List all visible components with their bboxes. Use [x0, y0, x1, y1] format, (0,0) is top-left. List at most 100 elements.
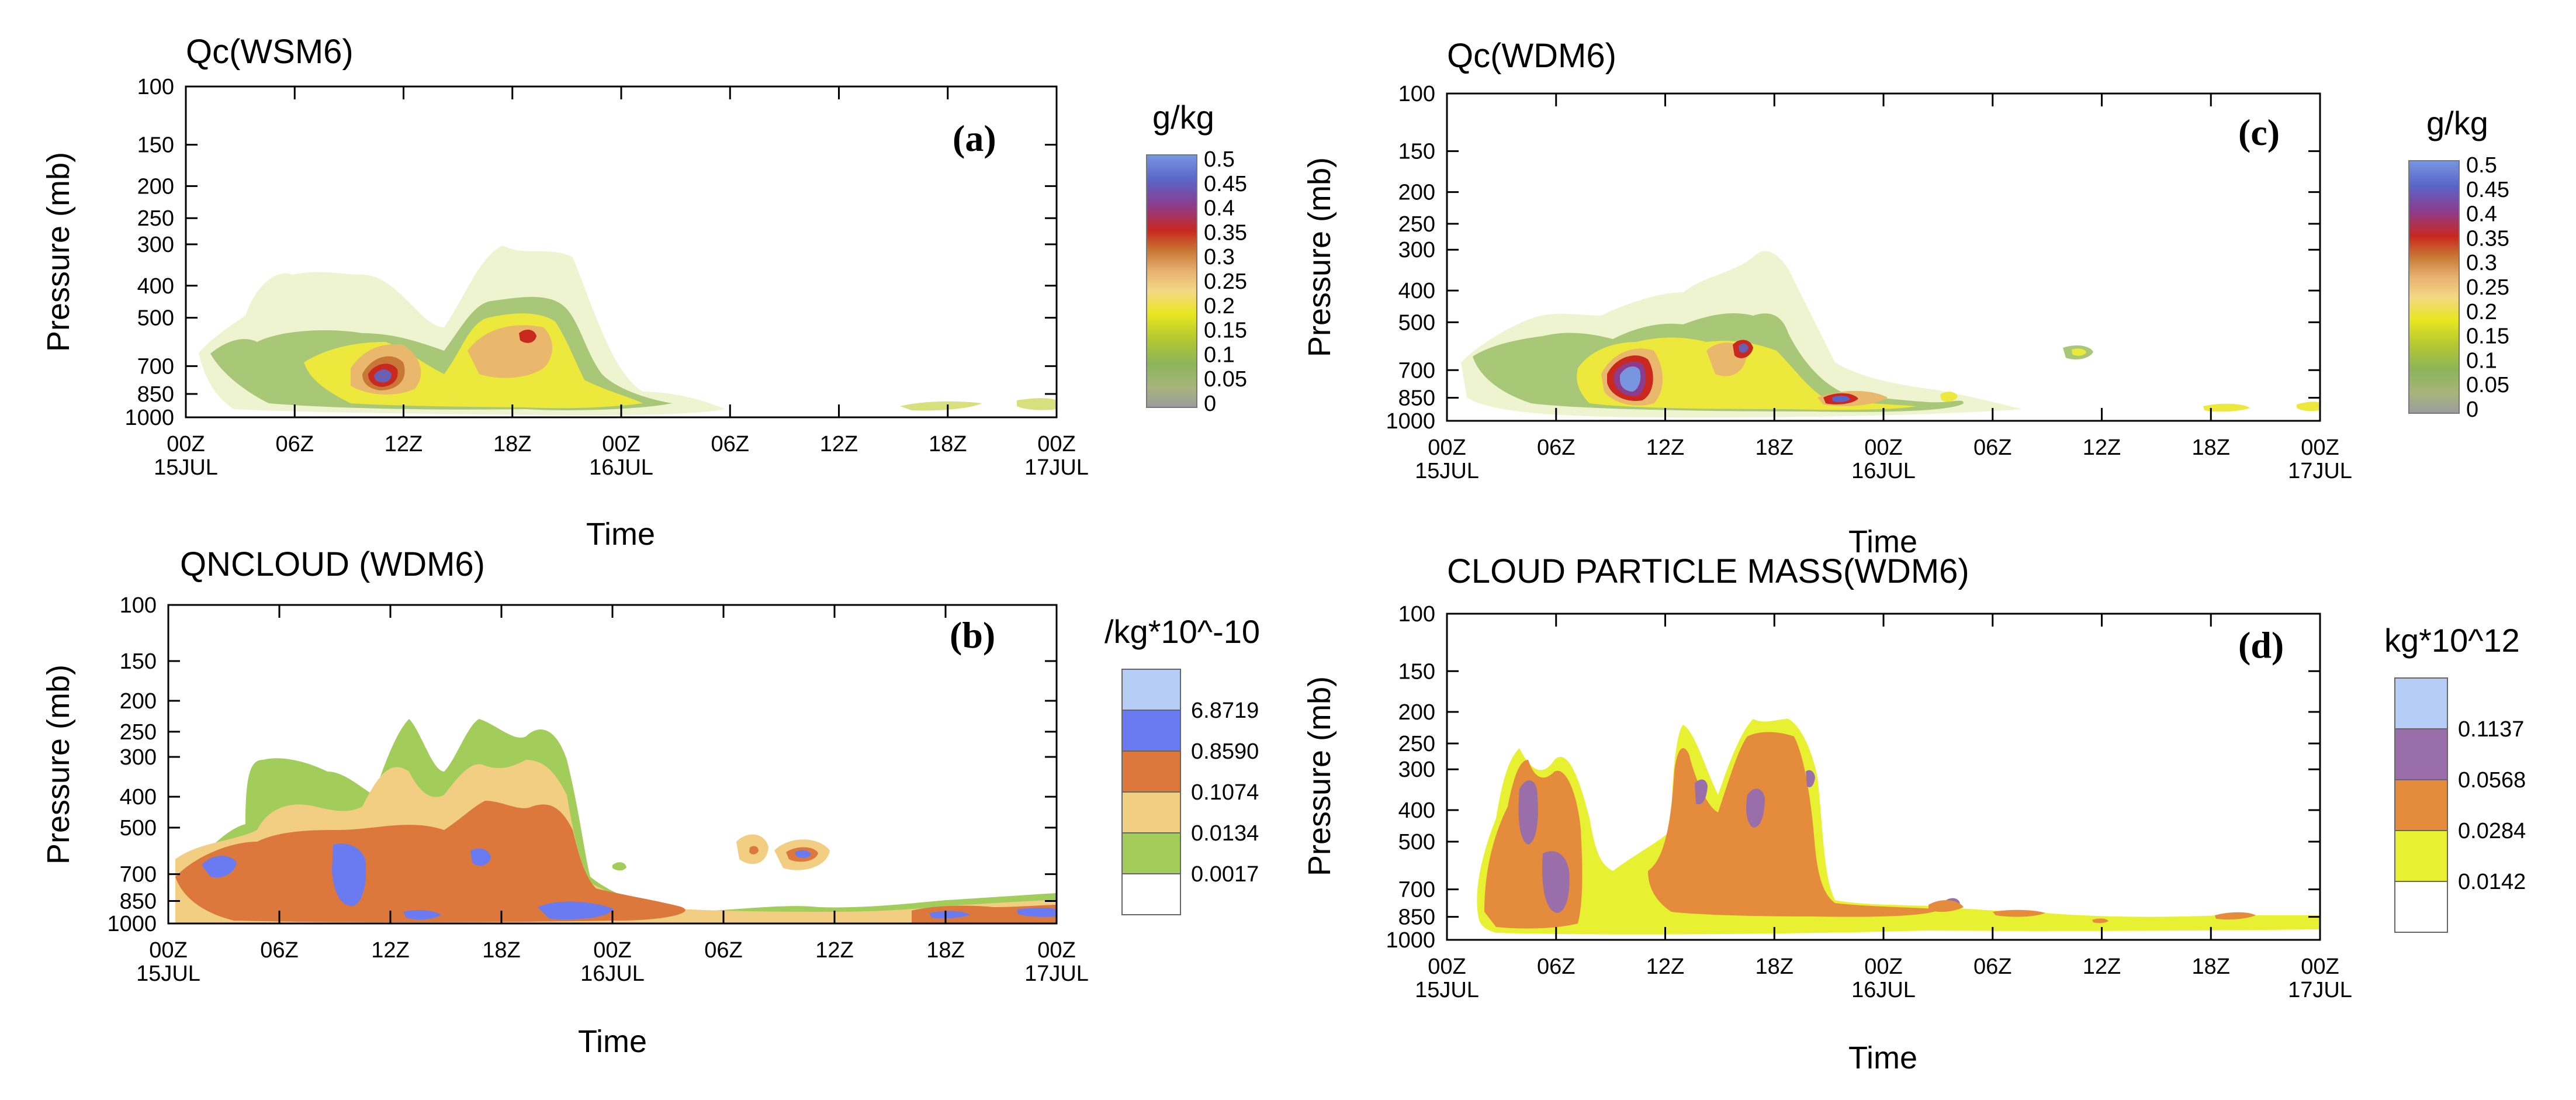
colorbar-c-label: 0.35: [2466, 226, 2509, 251]
xtick-label-b: 06Z: [704, 938, 742, 963]
field-d-orange-2: [1648, 732, 1940, 917]
colorbar-b-swatch: [1121, 710, 1181, 752]
field-b-bottom-blue-2: [1017, 908, 1057, 917]
panel-c-field: [1461, 251, 2320, 418]
xtick-label-a: 06Z: [276, 432, 314, 456]
panel-b-label: (b): [950, 614, 995, 656]
xtick-label-b: 00Z: [593, 938, 631, 963]
ytick-label-b: 1000: [107, 912, 157, 936]
xdate-label-a: 17JUL: [1024, 455, 1089, 480]
colorbar-b-unit: /kg*10^-10: [1105, 613, 1260, 650]
ytick-label-a: 250: [137, 206, 174, 231]
field-c-blob-2: [2203, 403, 2250, 412]
field-b-blue-3: [470, 848, 491, 866]
xdate-label-c: 16JUL: [1851, 459, 1916, 483]
colorbar-a-label: 0.1: [1204, 343, 1235, 367]
ytick-label-c: 100: [1398, 82, 1435, 106]
xtick-label-b: 18Z: [482, 938, 520, 963]
colorbar-a-label: 0.2: [1204, 294, 1235, 319]
colorbar-b: /kg*10^-10 6.8719 0.8590 0.1074 0.0134 0.001…: [1105, 613, 1260, 915]
field-d-purple-1: [1518, 780, 1538, 845]
colorbar-a: g/kg 0.50.450.40.350.30.250.20.150.10.05…: [1146, 99, 1247, 416]
xtick-label-c: 12Z: [1646, 435, 1684, 460]
colorbar-d-swatch: [2394, 779, 2448, 831]
colorbar-a-label: 0.5: [1204, 147, 1235, 172]
colorbar-a-label: 0.05: [1204, 367, 1247, 392]
axes-d: [1446, 613, 2321, 941]
colorbar-b-swatch: [1121, 791, 1181, 833]
colorbar-d-swatch: [2394, 881, 2448, 933]
xtick-label-d: 06Z: [1537, 954, 1575, 979]
field-c-purple-2: [1739, 343, 1749, 353]
y-axis-label-c: Pressure (mb): [1302, 157, 1337, 357]
ytick-label-c: 500: [1398, 310, 1435, 335]
colorbar-c-label: 0.25: [2466, 275, 2509, 300]
panel-a-title: Qc(WSM6): [186, 33, 354, 71]
colorbar-d-label: 0.0284: [2458, 819, 2526, 843]
xdate-label-c: 17JUL: [2288, 459, 2352, 483]
colorbar-b-ticks: 6.8719 0.8590 0.1074 0.0134 0.0017: [1191, 698, 1259, 887]
colorbar-d-label: 0.0568: [2458, 768, 2526, 793]
axes-c: [1446, 92, 2321, 422]
colorbar-c-label: 0.2: [2466, 300, 2497, 324]
colorbar-b-swatch: [1121, 832, 1181, 874]
xdate-label-c: 15JUL: [1415, 459, 1479, 483]
xdate-label-d: 17JUL: [2288, 978, 2352, 1002]
ytick-label-c: 850: [1398, 386, 1435, 410]
field-a-purple: [374, 369, 392, 383]
xtick-label-c: 00Z: [2301, 435, 2339, 460]
colorbar-b-label: 6.8719: [1191, 698, 1259, 723]
ytick-label-b: 400: [120, 785, 157, 810]
xtick-label-b: 06Z: [260, 938, 298, 963]
panel-d: CLOUD PARTICLE MASS(WDM6) (d) 100 150 200 2…: [1302, 552, 2526, 1075]
y-axis-label-a: Pressure (mb): [41, 152, 76, 352]
colorbar-d-ticks: 0.1137 0.0568 0.0284 0.0142: [2458, 717, 2526, 894]
colorbar-a-label: 0.45: [1204, 172, 1247, 196]
field-c-blob-1-inner: [2072, 348, 2086, 356]
ytick-label-c: 250: [1398, 212, 1435, 237]
colorbar-b-swatch: [1121, 873, 1181, 915]
xtick-label-a: 12Z: [385, 432, 423, 456]
colorbar-b-label: 0.8590: [1191, 739, 1259, 764]
colorbar-c-label: 0: [2466, 397, 2478, 422]
ytick-label-b: 250: [120, 720, 157, 745]
ytick-label-d: 200: [1398, 700, 1435, 725]
ytick-label-a: 400: [137, 274, 174, 299]
colorbar-a-unit: g/kg: [1152, 99, 1214, 136]
field-d-orange-3: [1928, 900, 1964, 912]
colorbar-d-swatch: [2394, 677, 2448, 729]
xtick-label-c: 06Z: [1537, 435, 1575, 460]
colorbar-d-swatch: [2394, 830, 2448, 882]
colorbar-d: kg*10^12 0.1137 0.0568 0.0284 0.0142: [2384, 622, 2526, 933]
panel-d-title: CLOUD PARTICLE MASS(WDM6): [1447, 552, 1969, 590]
xtick-label-c: 18Z: [1756, 435, 1793, 460]
colorbar-b-label: 0.1074: [1191, 780, 1259, 805]
ytick-label-b: 200: [120, 689, 157, 714]
xtick-label-c: 00Z: [1864, 435, 1902, 460]
ytick-label-d: 250: [1398, 732, 1435, 756]
xtick-label-d: 18Z: [2192, 954, 2230, 979]
xtick-label-a: 18Z: [929, 432, 967, 456]
ytick-label-a: 850: [137, 382, 174, 407]
ytick-label-d: 100: [1398, 602, 1435, 627]
field-b-blue-2: [332, 843, 366, 907]
colorbar-b-label: 0.0134: [1191, 821, 1259, 846]
colorbar-d-label: 0.1137: [2458, 717, 2524, 742]
xdate-label-a: 16JUL: [589, 455, 653, 480]
ytick-label-a: 500: [137, 306, 174, 331]
xtick-label-c: 00Z: [1428, 435, 1466, 460]
xtick-label-a: 12Z: [820, 432, 858, 456]
colorbar-c-label: 0.4: [2466, 202, 2497, 227]
xdate-label-b: 15JUL: [136, 961, 200, 986]
panel-b-field: [175, 719, 1057, 923]
colorbar-a-label: 0.4: [1204, 196, 1235, 221]
ytick-label-a: 150: [137, 133, 174, 158]
colorbar-c-ticks: 0.50.450.40.350.30.250.20.150.10.050: [2466, 153, 2509, 422]
xtick-label-b: 12Z: [815, 938, 853, 963]
colorbar-d-swatch: [2394, 728, 2448, 780]
